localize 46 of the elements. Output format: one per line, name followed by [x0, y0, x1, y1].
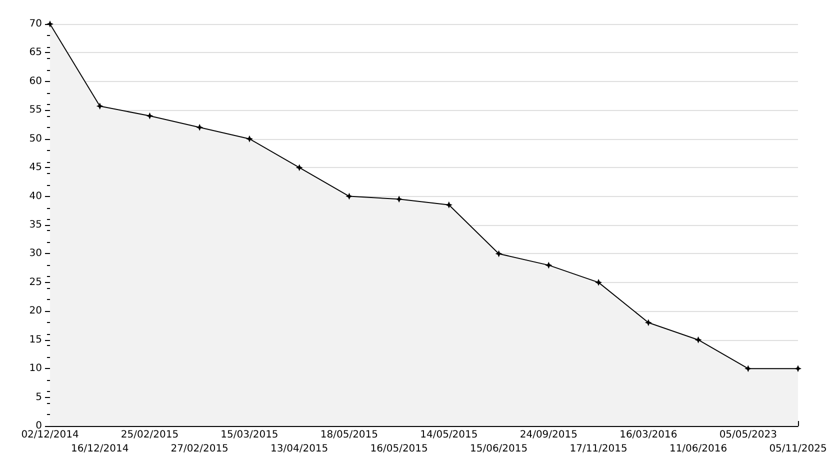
- y-tick-label: 15: [29, 334, 42, 346]
- y-tick-label: 45: [29, 162, 42, 174]
- point: [794, 365, 802, 372]
- x-tick-label: 02/12/2014: [21, 430, 79, 440]
- y-tick-label: 10: [29, 363, 42, 374]
- point: [495, 250, 502, 258]
- point: [445, 201, 452, 208]
- point: [346, 192, 353, 200]
- x-tick-label: 27/02/2015: [170, 444, 228, 454]
- point: [246, 135, 253, 142]
- point: [694, 336, 702, 344]
- x-tick-label: 13/04/2015: [270, 444, 328, 454]
- x-tick-label: 11/06/2016: [669, 444, 728, 454]
- x-tick-label: 05/05/2023: [719, 430, 777, 440]
- y-tick-label: 60: [29, 76, 42, 87]
- point: [296, 164, 303, 172]
- y-tick-label: 30: [29, 248, 42, 260]
- point: [595, 278, 602, 286]
- x-tick-label: 15/06/2015: [470, 444, 528, 454]
- x-tick-label: 16/03/2016: [620, 430, 678, 440]
- x-tick-label: 16/05/2015: [370, 444, 428, 454]
- x-tick-label: 25/02/2015: [120, 430, 179, 440]
- y-tick-label: 0: [36, 420, 42, 432]
- point: [396, 196, 403, 203]
- point: [545, 262, 552, 269]
- y-tick-label: 35: [29, 220, 42, 230]
- x-tick-label: 24/09/2015: [520, 430, 578, 440]
- x-tick-label: 15/03/2015: [220, 430, 278, 440]
- x-tick-label: 18/05/2015: [320, 430, 378, 440]
- y-tick-label: 50: [29, 133, 42, 144]
- y-tick-label: 25: [29, 276, 42, 288]
- point: [146, 112, 154, 120]
- x-tick-label: 17/11/2015: [570, 444, 628, 454]
- y-tick-label: 55: [29, 104, 42, 116]
- x-tick-label: 16/12/2014: [71, 444, 129, 454]
- point: [196, 124, 204, 131]
- point: [744, 365, 752, 372]
- x-tick-label: 05/11/2025: [769, 444, 827, 454]
- y-tick-label: 65: [29, 47, 42, 58]
- point: [96, 102, 104, 110]
- y-tick-label: 70: [29, 18, 42, 30]
- point: [644, 319, 652, 326]
- x-tick-label: 14/05/2015: [420, 430, 478, 440]
- y-tick-label: 20: [29, 306, 42, 317]
- y-tick-label: 5: [36, 392, 42, 403]
- y-tick-label: 40: [29, 190, 42, 202]
